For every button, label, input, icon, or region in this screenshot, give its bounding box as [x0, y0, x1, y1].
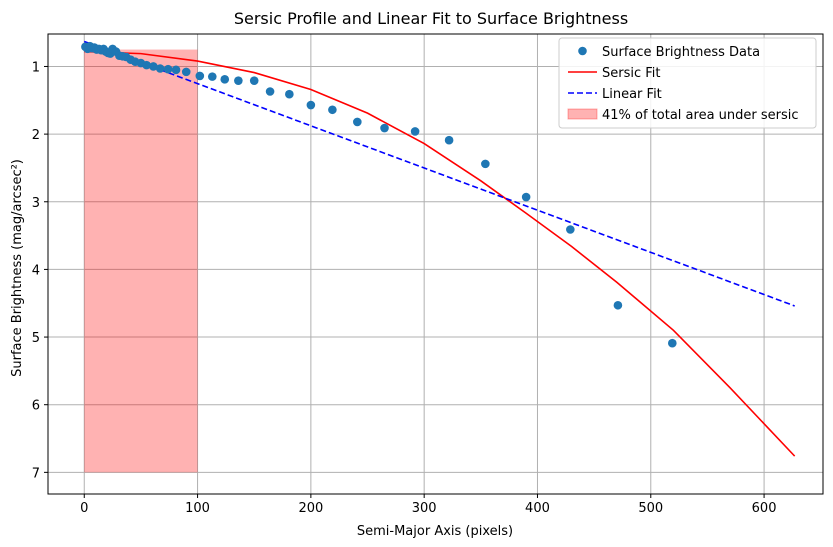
data-point: [328, 105, 337, 115]
data-point: [149, 62, 158, 71]
y-tick-label: 4: [32, 263, 40, 278]
sersic-fit-line: [84, 50, 796, 457]
data-point: [444, 135, 454, 145]
data-point: [285, 89, 294, 99]
data-point: [613, 300, 623, 310]
legend-marker-points: [578, 46, 587, 56]
data-point: [566, 225, 575, 234]
legend-label: Sersic Fit: [602, 66, 661, 81]
legend-marker-area: [567, 108, 598, 120]
x-tick-label: 500: [638, 501, 663, 516]
legend-label: Surface Brightness Data: [602, 45, 760, 60]
x-tick-label: 600: [752, 501, 777, 516]
data-point: [380, 123, 389, 133]
y-tick-label: 2: [32, 128, 40, 143]
y-tick-label: 6: [32, 399, 40, 414]
data-point: [142, 60, 151, 70]
data-point: [249, 76, 259, 85]
data-point: [207, 72, 217, 81]
data-point: [353, 117, 362, 127]
data-point: [171, 65, 181, 75]
data-point: [306, 100, 316, 110]
lines-layer: [83, 40, 796, 457]
area-layer: [84, 49, 198, 473]
y-tick-label: 3: [32, 196, 40, 211]
x-tick-label: 400: [525, 501, 550, 516]
legend-label: Linear Fit: [602, 87, 662, 102]
data-point: [163, 64, 173, 74]
ticks: 0 100 200 300 400 500 600 1 2 3 4 5 6 7: [32, 60, 777, 516]
data-point: [234, 76, 243, 85]
chart-title: Sersic Profile and Linear Fit to Surface…: [234, 9, 628, 28]
x-tick-label: 0: [80, 501, 88, 516]
data-point: [195, 71, 205, 81]
y-tick-label: 1: [32, 60, 40, 75]
x-tick-label: 300: [412, 501, 437, 516]
data-point: [220, 75, 230, 84]
legend-label: 41% of total area under sersic: [602, 108, 799, 123]
plot-frame: [47, 33, 824, 495]
data-point: [521, 192, 531, 202]
legend-box: [558, 37, 817, 129]
data-point: [410, 127, 420, 136]
y-axis-title: Surface Brightness (mag/arcsec²): [10, 159, 25, 377]
points-layer: [81, 41, 677, 348]
linear-fit-line: [83, 40, 795, 307]
data-point: [155, 64, 165, 73]
y-tick-label: 5: [32, 331, 40, 346]
data-point: [181, 67, 191, 77]
data-point: [668, 338, 677, 348]
legend: Surface Brightness Data Sersic Fit Linear …: [558, 37, 817, 129]
shaded-area: [84, 49, 198, 473]
y-tick-label: 7: [32, 466, 40, 481]
data-point: [481, 159, 490, 169]
x-tick-label: 200: [298, 501, 323, 516]
data-point: [265, 87, 275, 96]
x-axis-title: Semi-Major Axis (pixels): [357, 524, 513, 539]
x-tick-label: 100: [185, 501, 210, 516]
